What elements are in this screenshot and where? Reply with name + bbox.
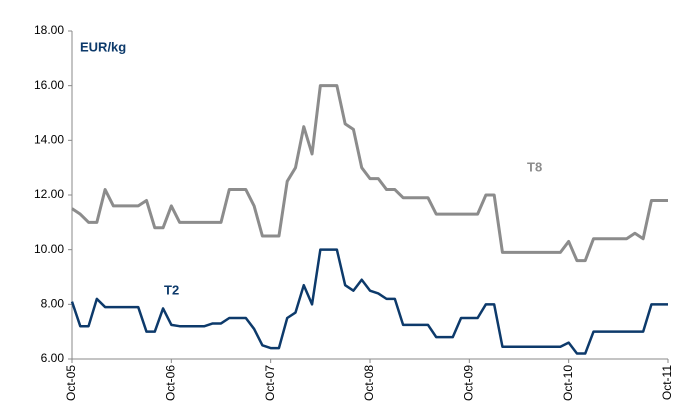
x-tick-label: Oct-09 xyxy=(462,365,476,401)
x-tick-label: Oct-06 xyxy=(164,365,178,401)
annotation: T2 xyxy=(164,282,179,297)
annotation: EUR/kg xyxy=(80,39,126,54)
y-tick-label: 14.00 xyxy=(34,133,64,147)
x-tick-label: Oct-11 xyxy=(660,365,674,400)
y-tick-label: 12.00 xyxy=(34,187,64,201)
y-tick-label: 16.00 xyxy=(34,78,64,92)
series-line xyxy=(70,248,668,355)
x-tick-label: Oct-07 xyxy=(263,365,277,401)
x-tick-label: Oct-05 xyxy=(64,365,78,401)
y-tick-label: 10.00 xyxy=(34,242,64,256)
x-tick-label: Oct-08 xyxy=(362,365,376,401)
y-tick-label: 6.00 xyxy=(41,351,65,365)
x-tick-label: Oct-10 xyxy=(561,365,575,401)
y-tick-label: 18.00 xyxy=(34,23,64,37)
y-tick-label: 8.00 xyxy=(41,297,65,311)
annotation: T8 xyxy=(527,159,542,174)
series-line xyxy=(71,84,668,263)
